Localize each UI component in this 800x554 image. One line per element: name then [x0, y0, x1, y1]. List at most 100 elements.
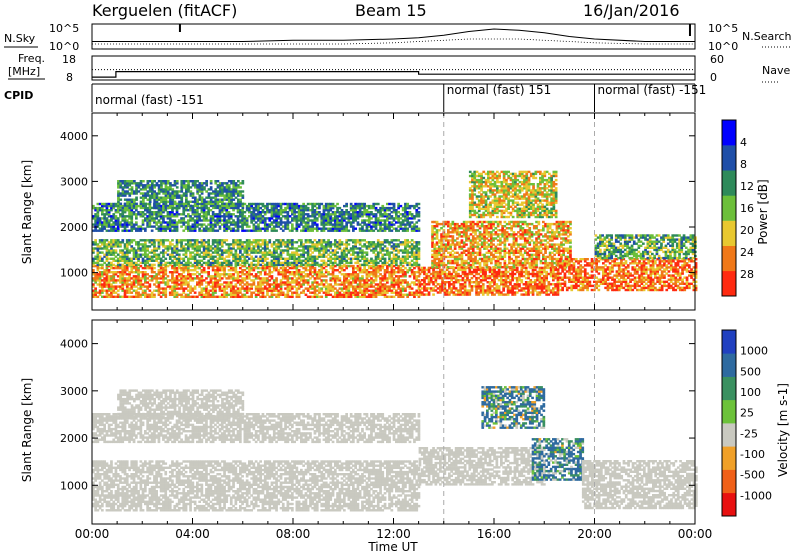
data-cell	[376, 223, 380, 226]
data-cell	[150, 259, 154, 262]
data-cell	[220, 243, 224, 246]
data-cell	[297, 281, 301, 284]
data-cell	[243, 219, 247, 222]
data-cell	[169, 206, 172, 210]
data-cell	[225, 293, 229, 296]
data-cell	[139, 204, 143, 208]
data-cell	[263, 227, 267, 230]
data-cell	[406, 281, 409, 284]
data-cell	[162, 287, 165, 290]
data-cell	[157, 206, 161, 210]
data-cell	[401, 206, 405, 210]
data-cell	[236, 217, 240, 220]
data-cell	[146, 225, 149, 228]
data-cell	[268, 251, 272, 254]
data-cell	[164, 221, 168, 224]
data-cell	[142, 198, 145, 201]
data-cell	[413, 229, 416, 232]
data-cell	[125, 241, 129, 244]
data-cell	[116, 211, 120, 214]
data-cell	[234, 253, 238, 256]
data-cell	[270, 229, 274, 232]
data-cell	[349, 223, 353, 226]
data-cell	[352, 219, 355, 222]
data-cell	[248, 257, 251, 260]
data-cell	[116, 259, 120, 262]
data-cell	[130, 221, 134, 224]
data-cell	[125, 229, 129, 232]
data-cell	[223, 249, 226, 252]
data-cell	[404, 202, 407, 206]
data-cell	[196, 188, 199, 191]
data-cell	[229, 215, 233, 218]
data-cell	[144, 281, 147, 284]
data-cell	[336, 263, 339, 267]
data-cell	[189, 264, 192, 268]
data-cell	[232, 293, 235, 296]
data-cell	[98, 247, 102, 250]
data-cell	[413, 283, 416, 286]
data-cell	[338, 287, 342, 290]
data-cell	[286, 285, 290, 288]
data-cell	[322, 291, 326, 294]
data-cell	[413, 227, 416, 230]
data-cell	[306, 273, 310, 276]
data-cell	[329, 247, 333, 250]
data-cell	[130, 261, 134, 265]
data-cell	[187, 269, 190, 272]
data-cell	[397, 219, 400, 222]
data-cell	[214, 289, 217, 292]
data-cell	[209, 245, 213, 248]
data-cell	[390, 225, 394, 228]
data-cell	[293, 261, 296, 265]
data-cell	[313, 261, 317, 265]
data-cell	[383, 227, 387, 230]
data-cell	[239, 200, 242, 203]
data-cell	[137, 255, 140, 258]
freq-strip-frame	[91, 55, 696, 81]
data-cell	[121, 223, 125, 226]
data-cell	[331, 287, 335, 290]
data-cell	[345, 241, 348, 244]
data-cell	[243, 247, 247, 250]
data-cell	[259, 239, 262, 242]
data-cell	[286, 213, 290, 216]
data-cell	[311, 213, 314, 216]
data-cell	[191, 227, 195, 230]
data-cell	[349, 239, 353, 242]
data-cell	[168, 261, 172, 265]
data-cell	[198, 213, 201, 216]
data-cell	[128, 241, 131, 244]
data-cell	[182, 295, 186, 298]
data-cell	[196, 204, 199, 208]
data-cell	[236, 225, 240, 228]
data-cell	[281, 215, 285, 218]
data-cell	[211, 263, 215, 267]
data-cell	[358, 209, 362, 212]
data-cell	[286, 287, 290, 290]
data-cell	[144, 289, 147, 292]
data-cell	[130, 245, 134, 248]
data-cell	[133, 200, 136, 203]
data-cell	[211, 229, 215, 232]
data-cell	[168, 271, 172, 274]
data-cell	[135, 209, 138, 212]
data-cell	[363, 293, 366, 296]
data-cell	[388, 209, 391, 212]
data-cell	[225, 221, 229, 224]
data-cell	[401, 285, 405, 288]
data-cell	[187, 200, 190, 203]
data-cell	[347, 289, 351, 292]
data-cell	[343, 287, 346, 290]
data-cell	[417, 243, 421, 246]
data-cell	[239, 255, 242, 258]
data-cell	[173, 215, 177, 218]
data-cell	[358, 283, 362, 286]
data-cell	[180, 225, 183, 228]
data-cell	[193, 295, 197, 298]
data-cell	[245, 221, 249, 224]
data-cell	[121, 190, 125, 193]
data-cell	[266, 287, 269, 290]
data-cell	[293, 291, 296, 294]
data-cell	[309, 239, 312, 242]
